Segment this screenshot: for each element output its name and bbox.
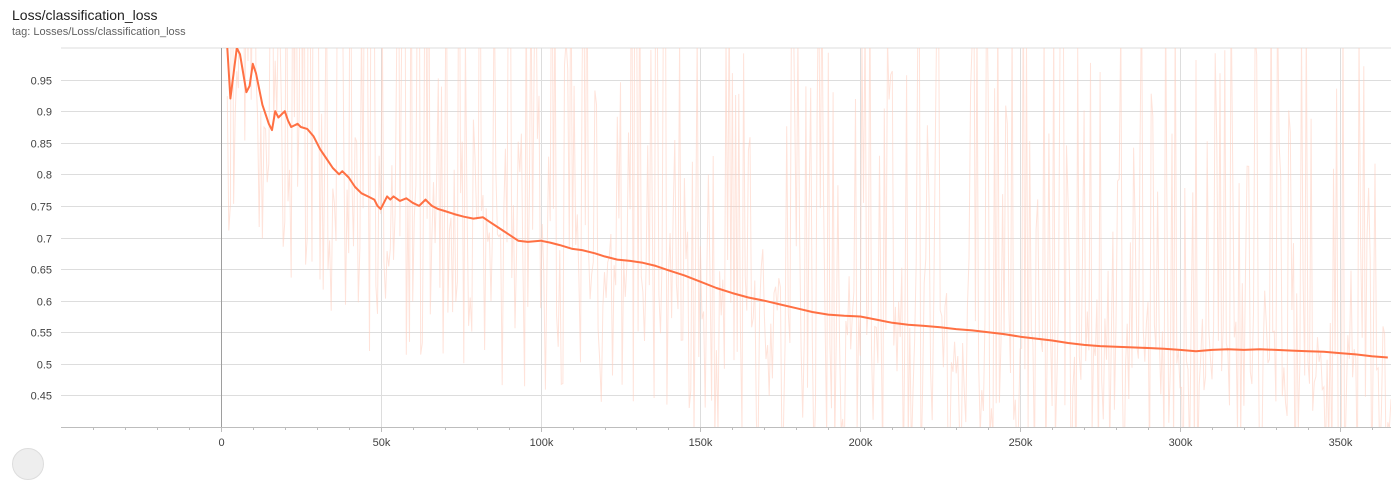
x-tick-label: 0 (218, 437, 224, 449)
x-tick-label: 200k (849, 437, 873, 449)
y-tick-label: 0.55 (31, 328, 52, 340)
y-tick-label: 0.75 (31, 202, 52, 214)
x-tick-label: 150k (689, 437, 713, 449)
y-axis: 0.45 0.5 0.55 0.6 0.65 0.7 0.75 0.8 0.85 0.9 0.95 (31, 76, 52, 403)
y-tick-label: 0.45 (31, 391, 52, 403)
y-tick-label: 0.65 (31, 265, 52, 277)
smoothed-series (226, 48, 1388, 359)
x-tick-label: 300k (1169, 437, 1193, 449)
raw-series (226, 48, 1391, 427)
loss-chart[interactable]: 0 50k 100k 150k 200k 250k 300k 350k 0.45 0.5 0.55… (0, 0, 1392, 456)
chart-title: Loss/classification_loss (12, 7, 158, 23)
raw-loss-line (226, 48, 1391, 427)
smoothed-loss-line (226, 48, 1388, 359)
chart-header: Loss/classification_loss tag: Losses/Los… (12, 6, 186, 39)
expand-chart-button[interactable] (12, 448, 44, 480)
x-tick-label: 50k (373, 437, 391, 449)
x-axis: 0 50k 100k 150k 200k 250k 300k 350k (61, 427, 1391, 449)
x-tick-label: 350k (1329, 437, 1353, 449)
y-tick-label: 0.85 (31, 139, 52, 151)
y-tick-label: 0.9 (37, 107, 52, 119)
chart-tag: tag: Losses/Loss/classification_loss (12, 26, 186, 38)
y-tick-label: 0.95 (31, 76, 52, 88)
y-tick-label: 0.6 (37, 297, 52, 309)
y-tick-label: 0.5 (37, 360, 52, 372)
y-tick-label: 0.8 (37, 170, 52, 182)
y-tick-label: 0.7 (37, 234, 52, 246)
x-tick-label: 250k (1009, 437, 1033, 449)
x-tick-label: 100k (530, 437, 554, 449)
